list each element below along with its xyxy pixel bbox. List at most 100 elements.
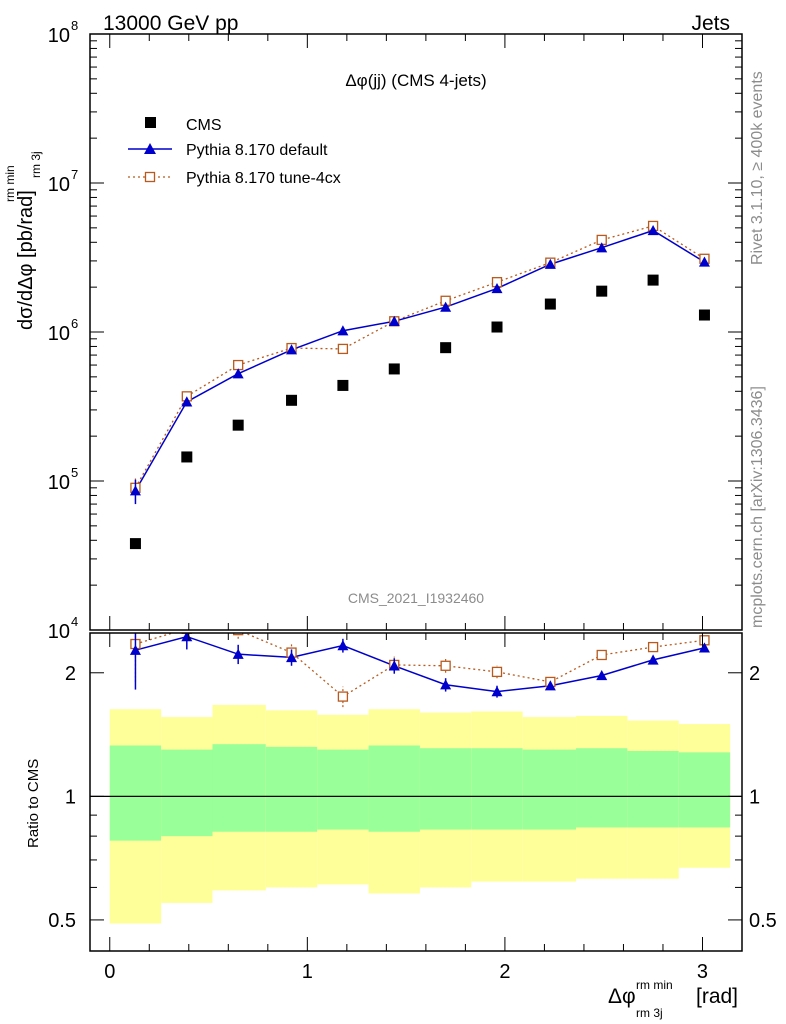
x-tick-label: 2	[499, 961, 510, 983]
default-point	[698, 256, 710, 267]
y-tick-label-ratio: 1	[65, 786, 76, 808]
ratio-plot: 0 1 2 3 0.5 0.5 1 1 2 2	[48, 632, 777, 983]
ratio-band-inner	[317, 749, 369, 830]
ratio-tune4cx-point	[233, 633, 244, 636]
x-tick-label: 3	[697, 961, 708, 983]
legend-label-default: Pythia 8.170 default	[186, 142, 328, 159]
ratio-band-inner	[212, 744, 266, 832]
chart-title: Δφ(jj) (CMS 4-jets)	[345, 71, 486, 90]
y-tick-label-main: 10	[48, 472, 70, 494]
ratio-default-line	[135, 635, 705, 693]
ratio-plot-ticks: 0 1 2 3 0.5 0.5 1 1 2 2	[48, 633, 777, 983]
ratio-default-point	[544, 680, 556, 691]
x-tick-label: 0	[104, 961, 115, 983]
cms-point	[440, 342, 452, 354]
xlabel: Δφ [rad]	[608, 985, 738, 1008]
y-tick-label-ratio-right: 0.5	[749, 910, 777, 932]
y-tick-label-ratio: 0.5	[48, 910, 76, 932]
ratio-band-inner	[627, 750, 679, 828]
ratio-band-inner	[109, 745, 162, 841]
legend-label-cms: CMS	[186, 117, 222, 134]
default-point	[544, 258, 556, 269]
ratio-band-inner	[471, 748, 523, 830]
cms-point	[232, 419, 244, 431]
cms-point	[596, 285, 608, 297]
cms-point	[129, 538, 141, 550]
legend-label-tune4cx: Pythia 8.170 tune-4cx	[186, 170, 341, 187]
ratio-tune4cx-point	[181, 633, 192, 634]
ratio-plot-frame	[89, 632, 743, 952]
ratio-default-point	[596, 669, 608, 681]
y-tick-label-main: 10	[48, 174, 70, 196]
default-point	[286, 344, 298, 355]
main-ylabel: dσ/dΔφ [pb/rad]	[15, 190, 37, 330]
tune4cx-point	[337, 343, 349, 355]
cms-point	[544, 298, 556, 310]
ratio-default-point	[232, 648, 244, 659]
ratio-plot-marks	[90, 633, 742, 924]
ratio-default-point	[698, 642, 710, 653]
cms-point	[698, 309, 710, 321]
y-tick-label-main-exp: 7	[71, 167, 78, 182]
default-line	[134, 229, 705, 492]
main-ylabel-sup: rm min	[3, 165, 17, 202]
y-tick-label-main-exp: 6	[71, 316, 78, 331]
ratio-tune4cx-point	[440, 660, 451, 671]
ratio-default-point	[181, 633, 193, 642]
ratio-tune4cx-point	[647, 641, 659, 653]
main-ylabel-sub: rm 3j	[29, 151, 43, 178]
ratio-tune4cx-point	[337, 691, 349, 702]
default-point	[337, 325, 349, 336]
default-point	[491, 282, 503, 294]
xlabel-sub: rm 3j	[636, 1006, 663, 1020]
ratio-default-point	[388, 660, 400, 671]
header-left: 13000 GeV pp	[103, 12, 238, 35]
ratio-default-point	[129, 644, 141, 655]
main-ylabel-text: dσ/dΔφ [pb/rad]	[15, 190, 37, 330]
y-tick-label-main-exp: 4	[71, 614, 78, 629]
ratio-tune4cx-point	[596, 649, 607, 661]
header-right: Jets	[691, 12, 730, 35]
legend: CMS Pythia 8.170 default Pythia 8.170 tu…	[128, 117, 341, 187]
legend-marker-default	[144, 143, 156, 154]
ratio-default-point	[337, 640, 349, 651]
default-point	[647, 224, 659, 236]
ratio-default-point	[286, 651, 298, 663]
y-tick-label-main-exp: 8	[71, 18, 78, 33]
default-point	[181, 396, 193, 407]
ratio-band-inner	[576, 748, 628, 828]
y-tick-label-main: 10	[48, 621, 70, 643]
default-point	[129, 485, 141, 496]
ratio-default-point	[440, 679, 452, 690]
ratio-band-inner	[419, 748, 472, 830]
cms-point	[181, 451, 193, 463]
ratio-band-inner	[265, 746, 318, 832]
y-tick-label-main: 10	[48, 323, 70, 345]
default-point	[388, 315, 400, 326]
ratio-default-point	[647, 654, 659, 665]
cms-point	[388, 363, 400, 375]
rivet-label: Rivet 3.1.10, ≥ 400k events	[749, 71, 766, 265]
watermark: CMS_2021_I1932460	[348, 590, 484, 606]
ratio-default-point	[491, 686, 503, 697]
mcplots-label: mcplots.cern.ch [arXiv:1306.3436]	[749, 386, 766, 628]
cms-point	[337, 379, 349, 391]
ratio-band-inner	[678, 752, 731, 828]
cms-point	[491, 321, 503, 333]
xlabel-sup: rm min	[636, 978, 673, 992]
cms-point	[647, 274, 659, 286]
default-point	[596, 242, 608, 253]
legend-marker-tune4cx	[144, 171, 156, 183]
ratio-band-inner	[161, 749, 213, 837]
x-tick-label: 1	[302, 961, 313, 983]
ratio-band-inner	[522, 749, 577, 830]
default-point	[232, 368, 244, 379]
ratio-tune4cx-point	[491, 666, 503, 678]
default-point	[440, 301, 452, 312]
ratio-band-inner	[368, 745, 420, 832]
main-plot-marks	[129, 220, 710, 550]
y-tick-label-ratio: 2	[65, 663, 76, 685]
